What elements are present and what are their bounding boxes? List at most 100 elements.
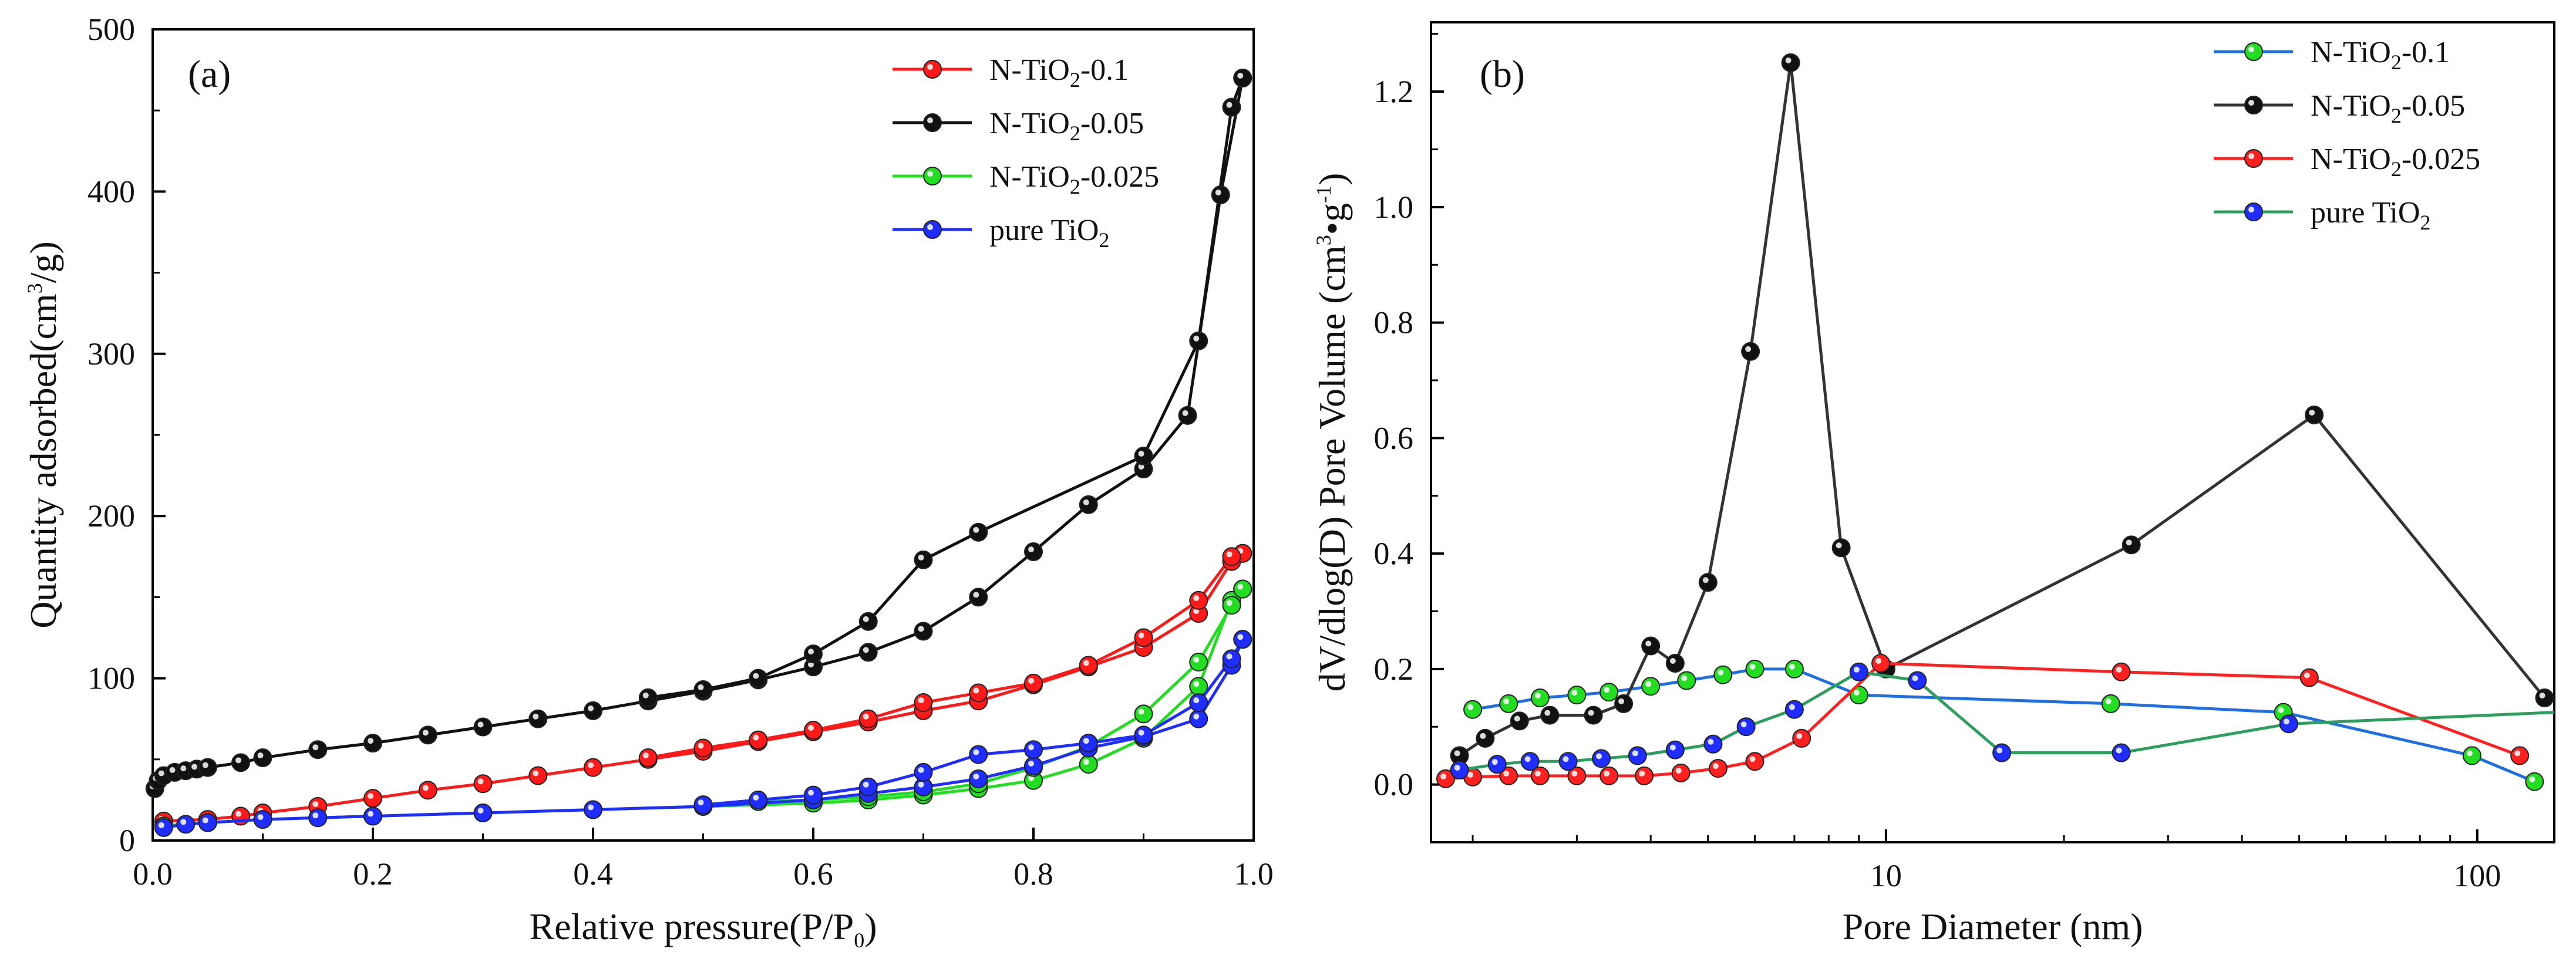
panel-a-adsorption-point <box>363 789 382 808</box>
panel-a-adsorption-point <box>473 717 493 737</box>
panel-a-adsorption-point-fill <box>473 717 493 737</box>
panel-b-data-point <box>1992 743 2012 762</box>
panel-b-legend-swatch-marker-fill <box>2244 42 2263 61</box>
panel-b-legend-swatch-marker <box>2244 96 2263 114</box>
panel-a-desorption-point-fill <box>1189 652 1208 671</box>
panel-a-desorption-point-highlight <box>1193 335 1200 342</box>
panel-b-data-point-fill <box>1584 706 1603 725</box>
panel-b-data-point <box>1540 706 1560 725</box>
panel-b-data-point-highlight <box>1491 759 1498 765</box>
panel-a-desorption-point <box>858 777 878 796</box>
panel-b-y-tick-label: 0.6 <box>1374 420 1414 455</box>
panel-b-data-point-fill <box>1665 654 1685 673</box>
panel-a-legend-label: N-TiO2-0.1 <box>989 53 1129 92</box>
panel-b-data-point-highlight <box>2278 707 2284 713</box>
panel-b-data-point <box>2462 746 2481 765</box>
panel-b-data-point-highlight <box>2466 750 2473 757</box>
panel-a-desorption-point <box>749 790 768 809</box>
panel-a-desorption-point <box>1024 740 1043 760</box>
panel-a-adsorption-point-highlight <box>1028 760 1034 767</box>
panel-b-legend-swatch-marker-fill <box>2244 149 2263 168</box>
panel-a-desorption-point <box>858 612 878 631</box>
panel-a-adsorption-point-highlight <box>368 811 373 817</box>
panel-a-y-tick-label: 0 <box>119 823 135 858</box>
panel-a-desorption-point-highlight <box>973 749 979 755</box>
panel-a-adsorption-point-fill <box>1189 709 1208 728</box>
panel-b-legend-swatch-marker-fill <box>2244 96 2263 114</box>
panel-b-data-point-highlight <box>2514 750 2521 757</box>
panel-b-legend-item: N-TiO2-0.05 <box>2214 89 2465 127</box>
panel-a-adsorption-point <box>253 810 272 829</box>
panel-a-desorption-point-fill <box>804 644 823 664</box>
panel-b-data-point-highlight <box>1454 750 1460 757</box>
panel-a-legend-swatch-marker-highlight <box>927 224 933 230</box>
panel-a-adsorption-point <box>198 758 217 777</box>
panel-a-desorption-point-fill <box>1189 590 1208 610</box>
panel-b-data-point <box>1463 700 1483 719</box>
panel-b-data-point <box>1708 759 1728 778</box>
panel-a-adsorption-point-highlight <box>312 812 319 819</box>
panel-a-desorption-point-fill <box>638 748 658 768</box>
panel-b-data-point-highlight <box>1571 770 1578 777</box>
panel-a-desorption-point-highlight <box>1226 653 1233 660</box>
panel-a-adsorption-point-fill <box>528 709 548 728</box>
panel-b-data-point <box>1600 683 1619 702</box>
panel-b-legend-item: N-TiO2-0.1 <box>2214 36 2450 74</box>
panel-b-data-point-highlight <box>1524 756 1531 762</box>
panel-b-data-point-fill <box>1736 717 1756 737</box>
panel-b-data-point-highlight <box>2116 666 2122 673</box>
panel-a-series-2 <box>145 68 1252 798</box>
panel-b-data-point-highlight <box>1712 763 1719 769</box>
panel-a-adsorption-point-fill <box>363 734 382 753</box>
panel-a-desorption-point-highlight <box>753 794 759 801</box>
panel-b-legend-swatch-marker <box>2244 42 2263 61</box>
panel-b-data-point-fill <box>1703 734 1723 754</box>
panel-a-adsorption-point <box>308 740 328 760</box>
panel-b-data-point <box>1510 711 1529 731</box>
panel-a-desorption-point-fill <box>1233 579 1252 599</box>
panel-b-data-point-highlight <box>1534 770 1541 777</box>
panel-a-adsorption-point-fill <box>308 740 328 760</box>
panel-a-desorption-point-fill <box>804 721 823 740</box>
panel-b-data-point <box>1476 728 1495 748</box>
panel-b-data-point-highlight <box>1645 681 1652 687</box>
panel-a-desorption-point-highlight <box>863 781 869 788</box>
panel-a-adsorption-point-fill <box>584 758 602 777</box>
panel-a-legend-swatch-marker <box>923 113 942 132</box>
panel-a-adsorption-point-highlight <box>180 819 187 825</box>
panel-b-legend-swatch-marker <box>2244 149 2263 168</box>
panel-a-desorption-point <box>1134 725 1153 745</box>
panel-b-data-point-fill <box>1558 752 1578 771</box>
panel-a-adsorption-point-highlight <box>533 770 539 777</box>
panel-a-desorption-point-fill <box>858 777 878 796</box>
panel-b-legend-item: N-TiO2-0.025 <box>2214 143 2480 181</box>
panel-b-data-point-highlight <box>2539 693 2545 699</box>
panel-a-desorption-point-highlight <box>973 687 979 694</box>
panel-a-legend-swatch-marker-fill <box>923 113 942 132</box>
panel-a-desorption-point-highlight <box>1237 583 1244 590</box>
panel-a-desorption-point-fill <box>749 669 768 688</box>
panel-a-desorption-point <box>638 748 658 768</box>
panel-a-adsorption-point <box>528 709 548 728</box>
panel-b-x-tick-label: 10 <box>1870 858 1902 893</box>
panel-a-adsorption-point-highlight <box>312 744 319 751</box>
panel-b-data-point <box>1792 728 1811 748</box>
panel-a-legend-item: N-TiO2-0.025 <box>893 160 1159 198</box>
panel-b-data-point <box>2122 535 2141 555</box>
panel-b-pore-distribution-chart: 10 100 0.0 0.2 0.4 0.6 0.8 1.0 1.2 Pore Diameter … <box>1311 21 2555 947</box>
panel-a-adsorption-point-fill <box>1024 756 1043 775</box>
panel-a-adsorption-point-highlight <box>1193 681 1200 687</box>
panel-a-y-tick-label: 100 <box>87 661 135 696</box>
panel-b-data-point-fill <box>1530 688 1550 708</box>
panel-a-desorption-point <box>1024 673 1043 693</box>
panel-b-data-point-highlight <box>2116 747 2122 754</box>
panel-b-y-tick-label: 0.8 <box>1374 305 1414 340</box>
panel-b-series-line <box>1459 62 2546 757</box>
panel-b-data-point-fill <box>2101 694 2120 713</box>
panel-b-legend-label: pure TiO2 <box>2311 196 2430 234</box>
panel-a-adsorption-point-fill <box>1178 406 1197 425</box>
panel-b-data-point-fill <box>1463 700 1483 719</box>
panel-a-desorption-point <box>1079 734 1098 753</box>
panel-b-data-point-fill <box>1698 573 1718 592</box>
panel-b-data-point-highlight <box>1996 747 2003 754</box>
